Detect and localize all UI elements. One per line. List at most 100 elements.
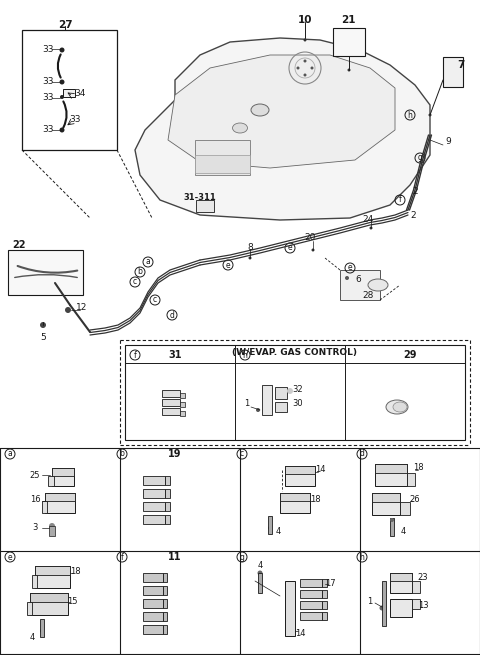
Bar [32,575,37,588]
Text: 26: 26 [410,495,420,504]
Ellipse shape [393,402,407,412]
Bar [163,573,167,582]
Text: 34: 34 [74,88,86,98]
Bar [195,155,250,173]
Bar [143,515,165,524]
Text: 4: 4 [400,527,406,536]
Text: f: f [133,350,136,360]
Bar [275,387,287,399]
Bar [268,516,272,534]
Text: b: b [138,267,143,276]
Circle shape [257,571,263,576]
Bar [27,602,32,615]
Text: g: g [240,553,244,561]
Bar [322,590,327,598]
Bar [412,599,420,609]
Bar [340,270,380,300]
Text: a: a [145,257,150,267]
Text: 2: 2 [412,187,418,196]
Text: 7: 7 [457,60,465,70]
Text: 16: 16 [30,495,40,504]
Text: 10: 10 [298,15,312,25]
Circle shape [345,276,349,280]
Bar [143,489,165,498]
Bar [443,57,463,87]
Bar [300,601,322,609]
Text: 19: 19 [168,449,182,459]
Polygon shape [135,38,430,220]
Bar [285,466,315,474]
Bar [143,573,163,582]
Bar [412,581,420,593]
Circle shape [60,79,64,84]
Bar [165,476,170,485]
Bar [280,493,310,501]
Text: 4: 4 [276,527,281,536]
Bar [390,518,394,536]
Text: 1: 1 [367,597,372,605]
Circle shape [40,322,46,328]
Bar [35,566,70,575]
Text: 15: 15 [67,597,77,605]
Bar [196,200,214,212]
Bar [382,581,386,626]
Circle shape [60,95,64,99]
Text: 1: 1 [244,398,250,407]
Text: b: b [120,449,124,458]
Text: 22: 22 [12,240,25,250]
Text: 6: 6 [355,276,361,284]
Circle shape [256,408,260,412]
Circle shape [60,128,64,132]
Circle shape [297,67,300,69]
Text: 33: 33 [42,126,54,134]
Text: 18: 18 [413,464,423,472]
Bar [63,89,75,97]
Bar [163,625,167,634]
Bar [52,468,74,476]
Bar [42,501,47,513]
Bar [300,590,322,598]
Text: c: c [153,295,157,305]
Circle shape [49,523,55,529]
Text: 33: 33 [42,94,54,102]
Circle shape [60,48,64,52]
Text: 4: 4 [257,561,263,569]
Bar [375,464,407,473]
Text: 33: 33 [42,45,54,54]
Text: 2: 2 [410,210,416,219]
Circle shape [65,307,71,313]
Text: 11: 11 [168,552,182,562]
Bar [163,586,167,595]
Text: e: e [348,263,352,272]
Bar [52,468,74,486]
Bar [300,612,322,620]
Bar [180,393,185,398]
Circle shape [303,60,307,62]
Text: h: h [408,111,412,119]
Bar [30,593,68,602]
Bar [163,612,167,621]
Bar [143,476,165,485]
Text: 14: 14 [295,629,305,637]
Polygon shape [168,55,395,168]
Bar [143,625,163,634]
Bar [375,464,407,486]
Bar [162,399,180,406]
Bar [280,493,310,513]
Bar [180,402,185,407]
Text: c: c [240,449,244,458]
Bar [322,601,327,609]
Text: 32: 32 [293,386,303,394]
Text: 13: 13 [418,601,428,610]
Bar [258,573,262,593]
Circle shape [390,518,394,522]
Bar [285,581,295,636]
Circle shape [40,629,44,633]
Circle shape [370,227,372,229]
Text: 25: 25 [30,470,40,479]
Text: 9: 9 [445,138,451,147]
Bar [8,250,83,295]
Circle shape [380,605,384,610]
Text: h: h [242,350,247,360]
Text: f: f [120,553,123,561]
